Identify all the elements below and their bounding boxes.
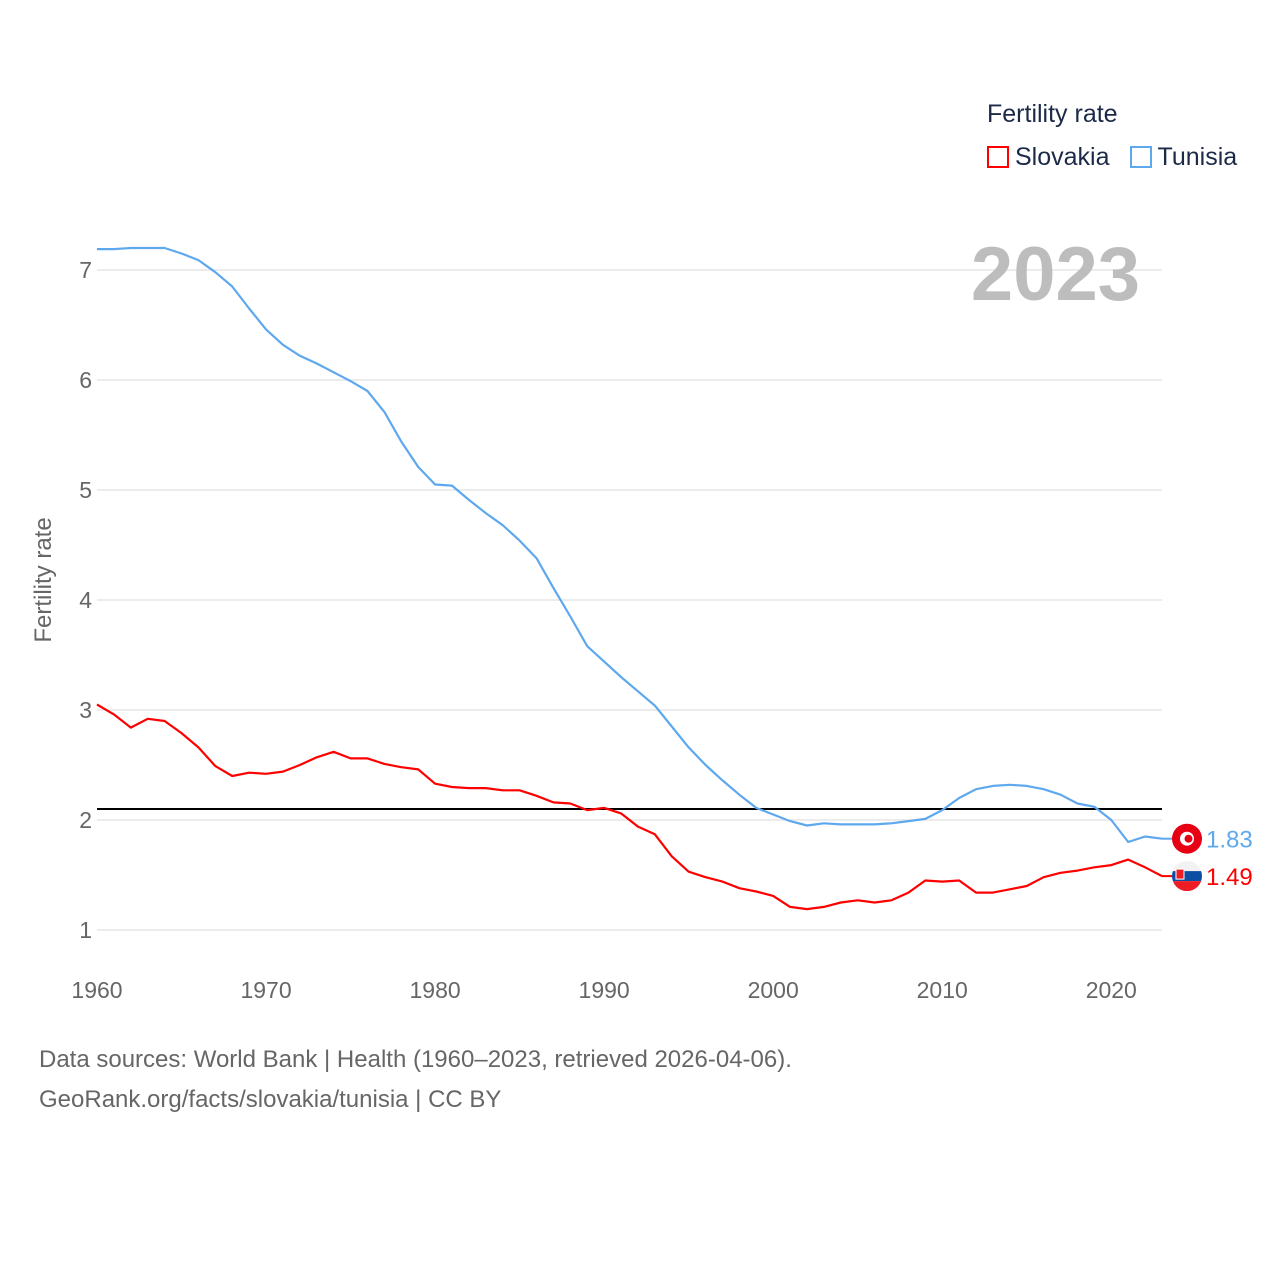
y-tick-label: 2: [79, 807, 92, 833]
flag-stripes: [1172, 861, 1202, 892]
y-tick-label: 1: [79, 917, 92, 943]
y-tick-label: 5: [79, 477, 92, 503]
y-tick-label: 3: [79, 697, 92, 723]
y-axis-label: Fertility rate: [30, 517, 57, 642]
end-value-label: 1.83: [1206, 827, 1253, 854]
series-line-tunisia: [97, 246, 1163, 844]
stripe-white: [1172, 861, 1202, 872]
legend-item-slovakia[interactable]: Slovakia: [987, 143, 1110, 172]
y-tick-label: 4: [79, 587, 92, 613]
x-tick-label: 2020: [1086, 977, 1137, 1003]
x-tick-label: 1970: [240, 977, 291, 1003]
x-tick-label: 2010: [917, 977, 968, 1003]
legend-swatch: [1129, 146, 1152, 168]
legend-title: Fertility rate: [987, 100, 1118, 128]
legend: Slovakia Tunisia: [987, 143, 1237, 172]
source-text: Data sources: World Bank | Health (1960–…: [39, 1046, 792, 1073]
y-tick-label: 6: [79, 367, 92, 393]
legend-swatch: [987, 146, 1009, 168]
source-link[interactable]: GeoRank.org/facts/slovakia/tunisia | CC …: [39, 1086, 502, 1113]
coat-of-arms: [1175, 868, 1185, 880]
stripe-red: [1172, 881, 1202, 892]
x-tick-label: 1960: [71, 977, 122, 1003]
x-tick-label: 2000: [748, 977, 799, 1003]
series-lines: [96, 246, 1163, 911]
flag-slovakia-icon: [1172, 861, 1202, 892]
x-axis-ticks: 1960 1970 1980 1990 2000 2010 2020: [71, 977, 1136, 1003]
end-labels: 1.49 1.83: [1162, 823, 1253, 892]
y-tick-label: 7: [79, 257, 92, 283]
series-line-slovakia: [96, 703, 1163, 911]
year-label: 2023: [971, 232, 1140, 317]
x-tick-label: 1980: [410, 977, 461, 1003]
flag-crescent: [1184, 834, 1193, 843]
stripe-blue: [1172, 871, 1202, 882]
end-value-label: 1.49: [1206, 864, 1253, 891]
flag-tunisia-icon: [1172, 823, 1202, 854]
y-axis-ticks: 1 2 3 4 5 6 7: [79, 257, 92, 943]
grid: [97, 269, 1162, 931]
legend-item-tunisia[interactable]: Tunisia: [1129, 143, 1237, 172]
x-tick-label: 1990: [579, 977, 630, 1003]
